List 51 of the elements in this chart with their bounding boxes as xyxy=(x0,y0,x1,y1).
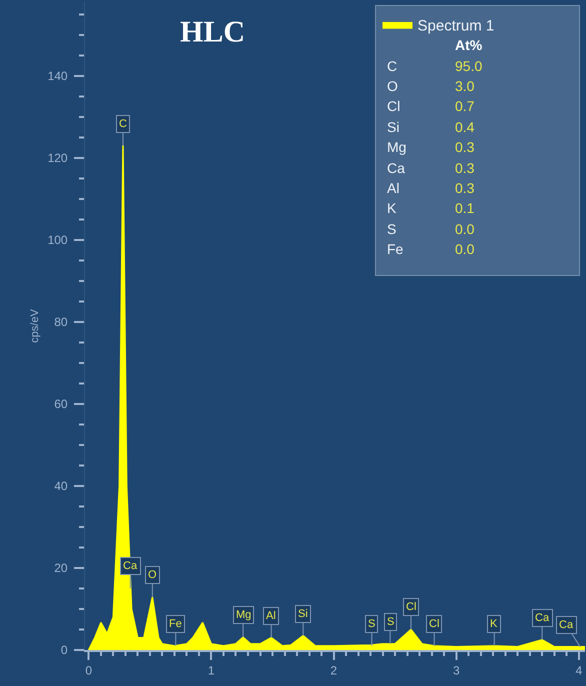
annotation: Fe xyxy=(169,618,182,630)
y-tick-label: 100 xyxy=(48,233,68,248)
annotation: Ca xyxy=(123,560,138,572)
annotation: Mg xyxy=(236,609,252,621)
annotation: Fe xyxy=(387,241,404,257)
y-tick-label: 120 xyxy=(48,151,68,166)
annotation: O xyxy=(148,569,157,581)
annotation: Ca xyxy=(535,612,550,624)
annotation: 0.4 xyxy=(455,119,475,135)
y-tick-label: 40 xyxy=(54,479,68,494)
annotation: 95.0 xyxy=(455,58,482,74)
annotation: S xyxy=(387,616,394,628)
x-tick-label: 4 xyxy=(576,663,583,678)
annotation: S xyxy=(387,221,396,237)
annotation: 0.3 xyxy=(455,139,475,155)
annotation: 0.1 xyxy=(455,200,475,216)
text: HLC xyxy=(180,16,246,49)
y-tick-label: 60 xyxy=(54,397,68,412)
x-tick-label: 0 xyxy=(85,663,92,678)
x-tick-label: 1 xyxy=(208,663,215,678)
annotation: K xyxy=(490,618,498,630)
annotation: Al xyxy=(266,610,276,622)
annotation: O xyxy=(387,78,398,94)
annotation: 0.0 xyxy=(455,221,475,237)
annotation: Si xyxy=(298,608,308,620)
annotation: Si xyxy=(387,119,400,135)
annotation: K xyxy=(387,200,397,216)
annotation: Ca xyxy=(387,160,406,176)
y-tick-label: 140 xyxy=(48,69,68,84)
y-tick-label: 0 xyxy=(60,643,68,658)
legend-label: Spectrum 1 xyxy=(418,18,494,35)
annotation: S xyxy=(368,618,376,630)
annotation: C xyxy=(387,58,398,74)
annotation: Al xyxy=(387,180,400,196)
annotation: Mg xyxy=(387,139,406,155)
annotation: At% xyxy=(455,37,483,53)
y-axis-title: cps/eV xyxy=(29,308,42,343)
annotation: 0.0 xyxy=(455,241,475,257)
y-tick-label: 80 xyxy=(54,315,68,330)
annotation: Cl xyxy=(406,601,416,613)
annotation: 0.3 xyxy=(455,160,475,176)
annotation: Cl xyxy=(429,618,440,630)
x-tick-label: 2 xyxy=(330,663,338,678)
y-tick-label: 20 xyxy=(54,561,68,576)
annotation: 3.0 xyxy=(455,78,475,94)
annotation: 0.7 xyxy=(455,98,475,114)
annotation: Cl xyxy=(387,98,400,114)
x-tick-label: 3 xyxy=(452,663,460,678)
annotation: 0.3 xyxy=(455,180,475,196)
annotation: Ca xyxy=(559,619,574,631)
annotation: C xyxy=(119,118,127,130)
